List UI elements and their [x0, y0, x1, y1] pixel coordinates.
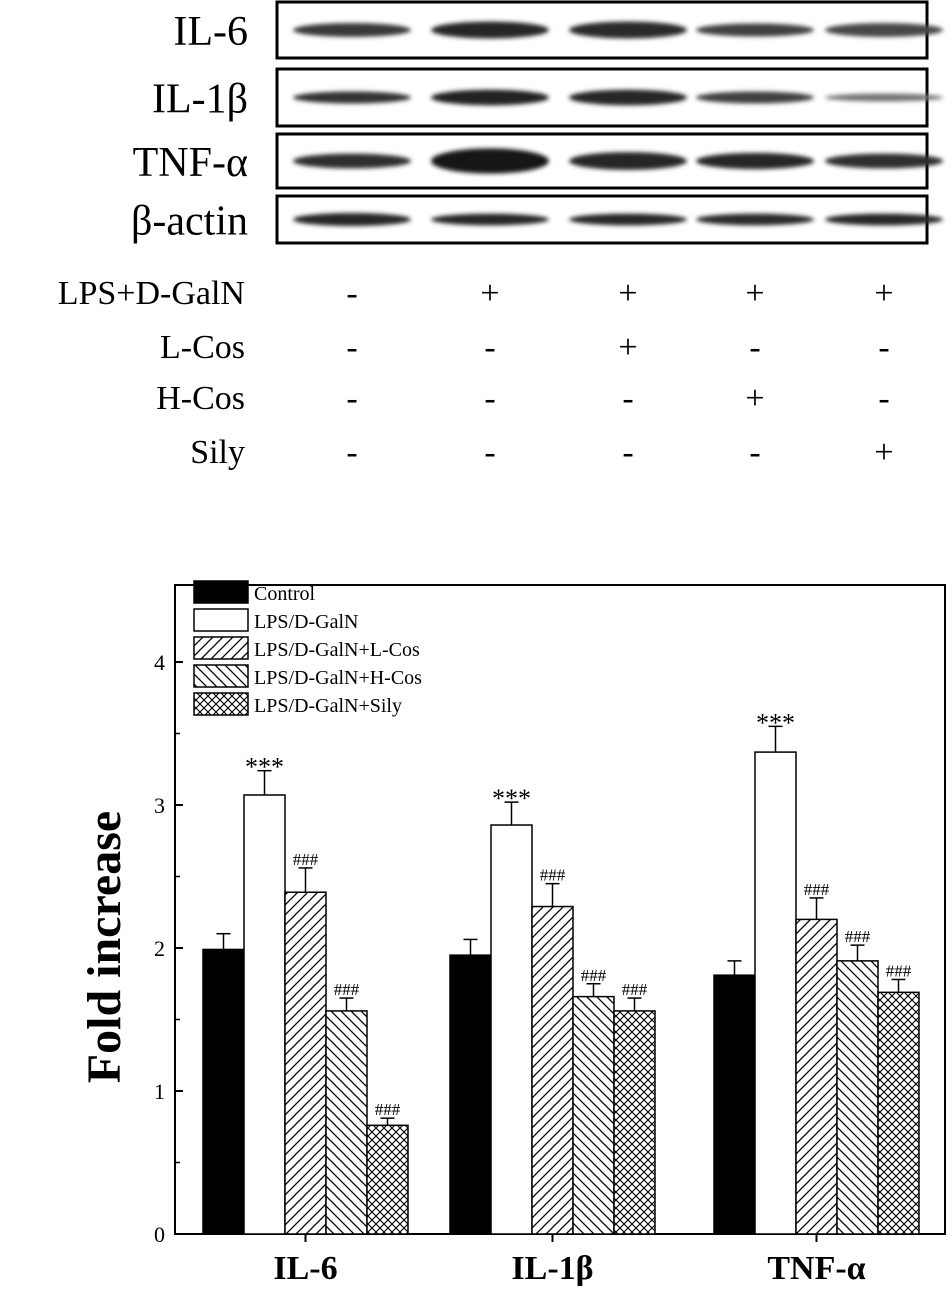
treatment-sign: + [874, 275, 893, 312]
y-tick-label: 1 [154, 1079, 165, 1104]
treatment-table: LPS+D-GalN - + + + + L-Cos - - + - - H-Cos - - - + - Sily -… [58, 275, 894, 471]
treatment-sign: - [484, 329, 495, 366]
blot-band [431, 148, 549, 174]
treatment-label: LPS+D-GalN [58, 275, 245, 312]
legend-label: LPS/D-GalN [254, 611, 358, 633]
western-blot-panel: IL-6 IL-1β TNF-α β-actin [131, 0, 943, 245]
treatment-sign: - [346, 275, 357, 312]
bar [531, 905, 574, 1235]
y-axis-label: Fold increase [78, 811, 131, 1083]
treatment-sign: - [484, 380, 495, 417]
treatment-sign: - [346, 434, 357, 471]
blot-band [696, 23, 814, 37]
treatment-sign: - [878, 380, 889, 417]
treatment-sign: + [874, 434, 893, 471]
blot-band [569, 21, 687, 39]
bar-chart: 0 1 2 3 4 Fold increase *** ### ### ### IL-6 *** ###… [78, 580, 946, 1287]
treatment-sign: + [480, 275, 499, 312]
treatment-sign: - [346, 329, 357, 366]
legend-swatch [193, 608, 249, 632]
blot-row-label: IL-6 [173, 9, 248, 55]
bar [490, 824, 533, 1235]
y-tick-label: 3 [154, 793, 165, 818]
bar [449, 954, 492, 1235]
x-tick-label: IL-1β [511, 1250, 593, 1287]
blot-band [431, 21, 549, 39]
significance-label: ### [845, 927, 871, 946]
treatment-label: L-Cos [160, 329, 245, 366]
blot-band [825, 23, 943, 37]
treatment-sign: - [484, 434, 495, 471]
blot-band [293, 23, 411, 37]
blot-band [825, 93, 943, 102]
significance-label: ### [540, 866, 566, 885]
blot-band [569, 213, 687, 226]
blot-row-label: TNF-α [133, 140, 248, 186]
treatment-sign: + [745, 380, 764, 417]
y-tick-label: 2 [154, 936, 165, 961]
blot-band [825, 213, 943, 226]
legend-swatch [193, 692, 249, 716]
significance-label: *** [756, 708, 795, 737]
treatment-sign: - [878, 329, 889, 366]
bar [754, 751, 797, 1235]
blot-band [696, 152, 814, 170]
x-tick-label: TNF-α [767, 1250, 865, 1287]
legend-label: Control [254, 583, 316, 605]
significance-label: *** [245, 753, 284, 782]
significance-label: ### [375, 1100, 401, 1119]
blot-row-label: β-actin [131, 199, 248, 245]
significance-label: ### [886, 961, 912, 980]
treatment-sign: - [622, 434, 633, 471]
blot-band [696, 213, 814, 226]
y-tick-label: 0 [154, 1222, 165, 1247]
y-tick-label: 4 [154, 650, 165, 675]
treatment-sign: - [346, 380, 357, 417]
significance-label: ### [581, 966, 607, 985]
legend-label: LPS/D-GalN+H-Cos [254, 667, 422, 689]
bar [325, 1010, 368, 1235]
significance-label: ### [293, 850, 319, 869]
significance-label: ### [804, 880, 830, 899]
blot-band [696, 91, 814, 104]
bar [877, 991, 920, 1235]
treatment-sign: + [745, 275, 764, 312]
blot-band [293, 153, 411, 169]
blot-band [431, 213, 549, 226]
blot-band [825, 153, 943, 169]
blot-band [293, 91, 411, 104]
significance-label: ### [334, 980, 360, 999]
bar [795, 918, 838, 1235]
legend-swatch [193, 636, 249, 660]
legend-swatch [193, 580, 249, 604]
bar [202, 948, 245, 1235]
blot-band [569, 152, 687, 170]
treatment-label: Sily [190, 434, 245, 471]
treatment-sign: - [749, 434, 760, 471]
bar [613, 1010, 656, 1235]
bar [243, 794, 286, 1235]
bar [836, 960, 879, 1235]
bar [366, 1124, 409, 1235]
treatment-sign: - [622, 380, 633, 417]
legend-label: LPS/D-GalN+L-Cos [254, 639, 420, 661]
treatment-sign: - [749, 329, 760, 366]
blot-row-label: IL-1β [152, 77, 248, 123]
blot-band [569, 89, 687, 106]
bar [713, 974, 756, 1235]
legend-label: LPS/D-GalN+Sily [254, 695, 402, 717]
treatment-sign: + [618, 329, 637, 366]
significance-label: *** [492, 784, 531, 813]
significance-label: ### [622, 980, 648, 999]
legend-swatch [193, 664, 249, 688]
treatment-label: H-Cos [156, 380, 245, 417]
treatment-sign: + [618, 275, 637, 312]
x-tick-label: IL-6 [273, 1250, 337, 1287]
blot-band [431, 89, 549, 106]
bar [284, 891, 327, 1235]
blot-band [293, 213, 411, 226]
bar [572, 995, 615, 1235]
